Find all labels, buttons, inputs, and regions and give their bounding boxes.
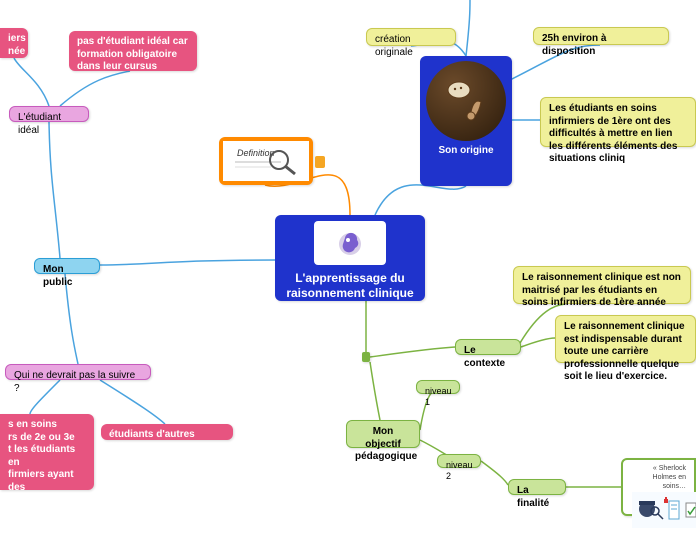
label: La finalité	[517, 485, 549, 509]
central-topic[interactable]: L'apprentissage du raisonnement clinique	[275, 215, 425, 301]
node-cut-left-bot[interactable]: s en soins rs de 2e ou 3e t les étudiant…	[0, 414, 94, 490]
label: s en soins rs de 2e ou 3e t les étudiant…	[8, 419, 75, 530]
node-pas-ideal[interactable]: pas d'étudiant idéal car formation oblig…	[69, 31, 197, 71]
node-difficultes[interactable]: Les étudiants en soins infirmiers de 1èr…	[540, 97, 696, 147]
node-niveau-1[interactable]: niveau 1	[416, 380, 460, 394]
label: étudiants d'autres filières	[109, 429, 195, 453]
green-connector-dot	[362, 352, 370, 362]
node-objectif[interactable]: Mon objectif pédagogique	[346, 420, 420, 448]
note-icon[interactable]	[315, 156, 325, 168]
sherlock-label: « Sherlock Holmes en soins…	[631, 465, 686, 491]
label: L'étudiant idéal	[18, 112, 61, 136]
origine-image	[426, 61, 506, 141]
node-contexte-detail-2[interactable]: Le raisonnement clinique est indispensab…	[555, 315, 696, 363]
node-cut-left-top[interactable]: iers née	[0, 28, 28, 58]
node-definition[interactable]: Definition	[219, 137, 313, 185]
node-contexte-detail-1[interactable]: Le raisonnement clinique est non maitris…	[513, 266, 691, 304]
sherlock-image	[631, 491, 696, 529]
definition-image: Definition	[223, 141, 309, 181]
label: niveau 2	[446, 460, 473, 481]
node-niveau-2[interactable]: niveau 2	[437, 454, 481, 468]
label: iers née	[8, 33, 26, 57]
node-contexte[interactable]: Le contexte	[455, 339, 521, 355]
label: création originale	[375, 34, 413, 58]
node-etudiant-ideal[interactable]: L'étudiant idéal	[9, 106, 89, 122]
label: Le raisonnement clinique est indispensab…	[564, 321, 685, 382]
node-creation-originale[interactable]: création originale	[366, 28, 456, 46]
node-finalite[interactable]: La finalité	[508, 479, 566, 495]
node-origine[interactable]: Son origine	[420, 56, 512, 186]
central-label: L'apprentissage du raisonnement clinique	[281, 271, 419, 301]
node-mon-public[interactable]: Mon public	[34, 258, 100, 274]
label: Mon objectif pédagogique	[355, 426, 417, 462]
label: pas d'étudiant idéal car formation oblig…	[77, 36, 188, 72]
central-image	[314, 221, 386, 265]
label: Les étudiants en soins infirmiers de 1èr…	[549, 103, 677, 164]
label: Mon public	[43, 264, 72, 288]
label: Qui ne devrait pas la suivre ?	[14, 370, 135, 394]
node-qui-ne-devrait[interactable]: Qui ne devrait pas la suivre ?	[5, 364, 151, 380]
node-sherlock[interactable]: « Sherlock Holmes en soins…	[621, 458, 696, 516]
node-25h[interactable]: 25h environ à disposition	[533, 27, 669, 45]
origine-label: Son origine	[425, 145, 507, 158]
label: niveau 1	[425, 386, 452, 407]
node-autres-filieres[interactable]: étudiants d'autres filières	[101, 424, 233, 440]
svg-text:Definition: Definition	[237, 148, 275, 158]
label: 25h environ à disposition	[542, 33, 606, 57]
label: Le contexte	[464, 345, 505, 369]
label: Le raisonnement clinique est non maitris…	[522, 272, 681, 308]
